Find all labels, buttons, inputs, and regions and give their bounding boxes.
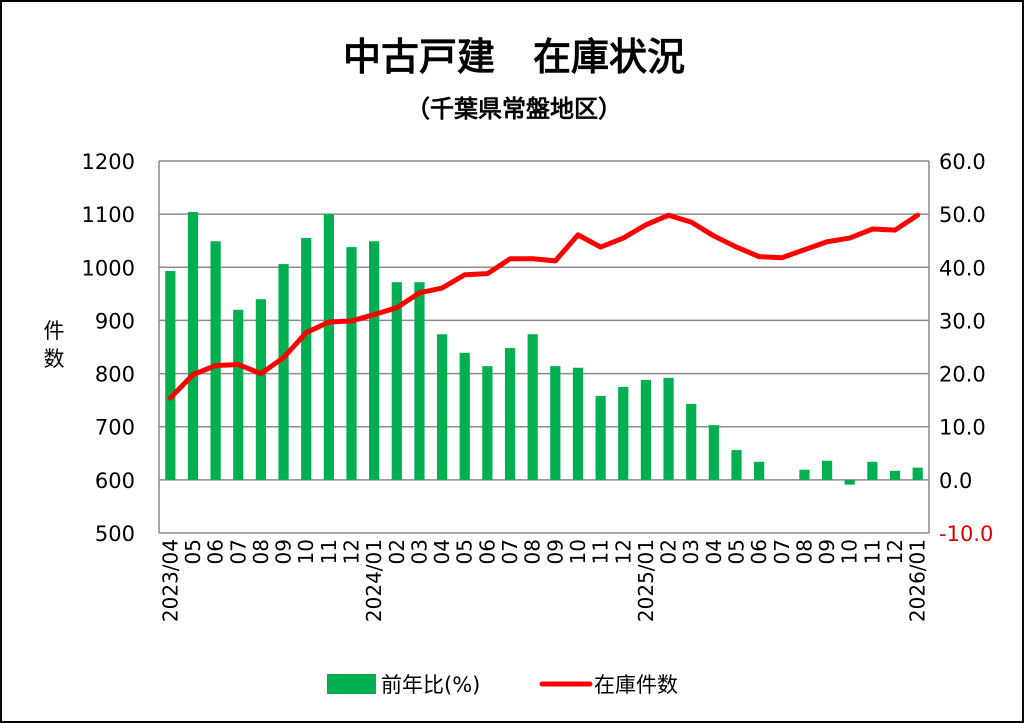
x-tick-label: 10: [838, 539, 862, 564]
x-tick-label: 09: [815, 539, 839, 564]
bar: [640, 379, 652, 480]
gridlines: [159, 160, 929, 534]
x-tick-label: 2024/01: [362, 539, 386, 622]
bar: [187, 212, 199, 480]
x-tick-label: 04: [702, 539, 726, 564]
left-tick-label: 1100: [82, 203, 135, 227]
x-tick-label: 08: [521, 539, 545, 564]
bar: [391, 282, 402, 480]
x-tick-label: 11: [589, 539, 613, 564]
x-tick-label: 05: [181, 539, 205, 564]
bar: [867, 461, 878, 480]
line-series: [167, 212, 921, 401]
x-tick-label: 06: [747, 539, 771, 564]
bar: [618, 386, 629, 480]
right-tick-label: 20.0: [939, 363, 986, 387]
x-tick-label: 03: [679, 539, 703, 564]
bar: [504, 348, 516, 480]
bar: [482, 366, 493, 480]
x-tick-label: 02: [657, 539, 681, 564]
left-tick-label: 800: [95, 363, 135, 387]
left-tick-label: 1000: [82, 256, 135, 280]
left-tick-label: 700: [95, 416, 135, 440]
x-tick-label: 08: [792, 539, 816, 564]
bar: [708, 425, 719, 480]
x-tick-label: 09: [272, 539, 296, 564]
right-tick-label: -10.0: [939, 522, 993, 546]
x-tick-label: 12: [883, 539, 907, 564]
x-tick-label: 05: [725, 539, 749, 564]
x-tick-label: 12: [340, 539, 364, 564]
bar: [436, 334, 448, 480]
right-tick-label: 60.0: [939, 150, 986, 174]
right-tick-label: 10.0: [939, 416, 986, 440]
y-axis-label-char: 件: [44, 319, 65, 343]
bar: [459, 352, 470, 480]
x-tick-label: 02: [385, 539, 409, 564]
right-tick-label: 50.0: [939, 203, 986, 227]
x-tick-label: 2023/04: [158, 539, 182, 622]
bar: [663, 377, 674, 480]
x-tick-label: 07: [498, 539, 522, 564]
axes: 500 600 700 800 900 1000 1100 1200 -10.0 0.0 10.0 2…: [82, 150, 994, 622]
bar: [912, 467, 923, 480]
x-tick-label: 09: [543, 539, 567, 564]
bar: [595, 395, 606, 480]
x-tick-label: 07: [226, 539, 250, 564]
left-tick-label: 600: [95, 469, 135, 493]
left-tick-label: 900: [95, 309, 135, 333]
x-tick-label: 05: [453, 539, 477, 564]
x-tick-label: 08: [249, 539, 273, 564]
x-tick-label: 11: [317, 539, 341, 564]
x-tick-label: 2025/01: [634, 539, 658, 622]
x-tick-label: 03: [407, 539, 431, 564]
left-tick-label: 1200: [82, 150, 135, 174]
x-tick-label: 10: [294, 539, 318, 564]
bar: [255, 299, 267, 480]
bar: [346, 247, 357, 480]
bar: [210, 241, 221, 480]
x-tick-label: 2026/01: [906, 539, 930, 622]
x-tick-label: 07: [770, 539, 794, 564]
x-tick-label: 06: [475, 539, 499, 564]
bar: [278, 264, 289, 480]
bar: [550, 366, 561, 480]
bar: [301, 238, 312, 480]
bar: [369, 241, 380, 480]
x-tick-label: 10: [566, 539, 590, 564]
bar: [889, 470, 901, 480]
right-tick-label: 0.0: [939, 469, 972, 493]
legend-label-line: 在庫件数: [594, 673, 678, 697]
bar: [323, 214, 334, 480]
bar: [799, 469, 810, 480]
bar: [821, 460, 833, 480]
bar: [165, 271, 176, 480]
right-tick-label: 30.0: [939, 309, 986, 333]
chart-subtitle: （千葉県常盤地区）: [406, 95, 622, 123]
right-tick-label: 40.0: [939, 256, 986, 280]
bar: [686, 403, 697, 480]
bar: [731, 450, 742, 480]
y-axis-label-left: 件数: [44, 319, 65, 371]
bar: [527, 334, 538, 480]
x-tick-label: 06: [204, 539, 228, 564]
bar: [572, 367, 584, 480]
bar: [233, 309, 244, 480]
x-tick-label: 04: [430, 539, 454, 564]
x-tick-label: 11: [860, 539, 884, 564]
chart-title: 中古戸建 在庫状況: [343, 35, 685, 79]
x-tick-label: 12: [611, 539, 635, 564]
bar: [754, 461, 765, 480]
bar-series: [165, 212, 923, 485]
legend-swatch-bar: [327, 674, 376, 694]
y-axis-label-char: 数: [44, 347, 65, 371]
left-tick-label: 500: [95, 522, 135, 546]
bar: [414, 282, 425, 480]
legend: 前年比(%) 在庫件数: [327, 673, 678, 697]
bar: [844, 479, 855, 485]
legend-label-bar: 前年比(%): [381, 673, 480, 697]
inventory-line: [167, 212, 921, 401]
